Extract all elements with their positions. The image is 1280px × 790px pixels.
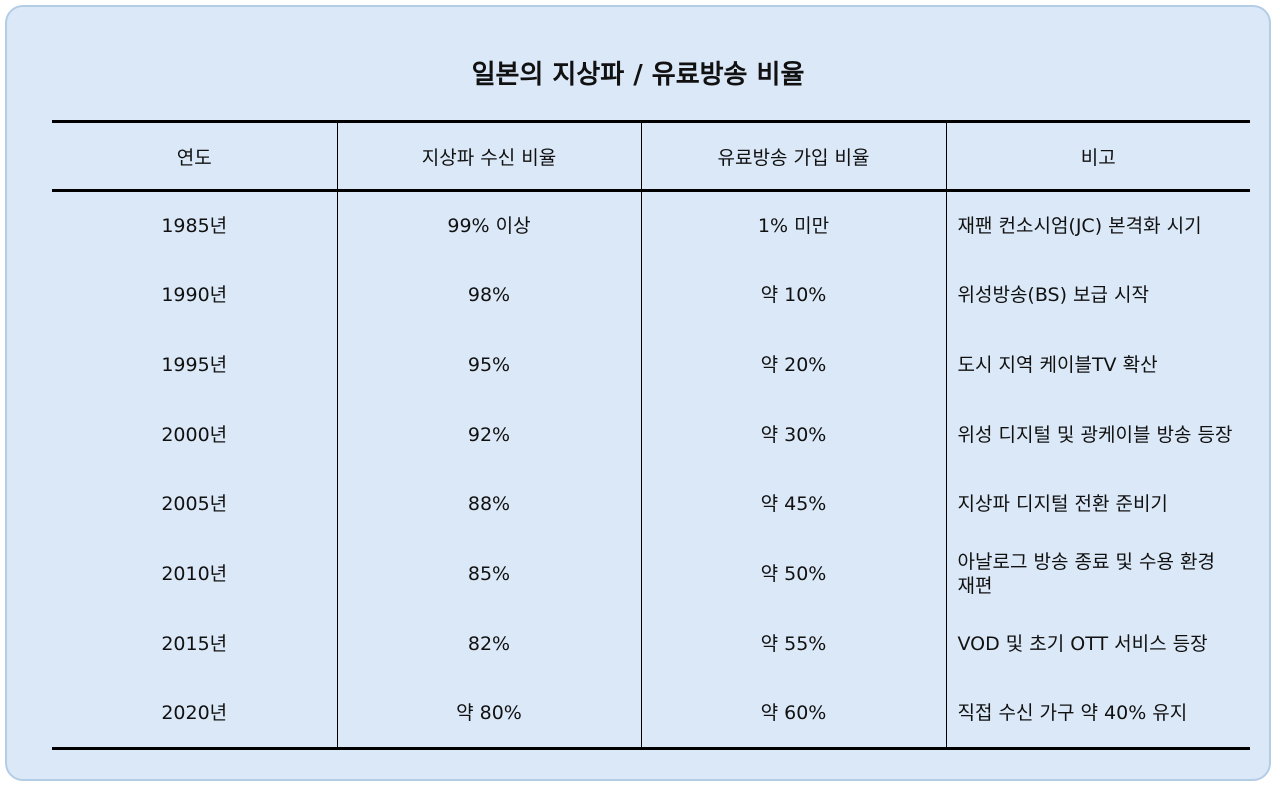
table-row: 2020년 약 80% 약 60% 직접 수신 가구 약 40% 유지 — [52, 678, 1250, 750]
cell-year: 2000년 — [161, 423, 228, 446]
cell-paytv: 약 10% — [640, 260, 946, 330]
cell-year: 1995년 — [161, 353, 228, 376]
cell-note: 위성 디지털 및 광케이블 방송 등장 — [945, 399, 1250, 470]
table-title: 일본의 지상파 / 유료방송 비율 — [471, 60, 805, 90]
data-table: 연도 지상파 수신 비율 유료방송 가입 비율 비고 1985년 99% 이상 … — [52, 120, 1250, 750]
cell-paytv: 약 50% — [640, 539, 946, 609]
cell-terrestrial: 85% — [336, 539, 641, 609]
cell-terrestrial: 88% — [336, 469, 641, 540]
header-terrestrial-ratio: 지상파 수신 비율 — [336, 120, 641, 192]
table-row: 1985년 99% 이상 1% 미만 재팬 컨소시엄(JC) 본격화 시기 — [52, 190, 1250, 261]
cell-paytv: 약 45% — [640, 469, 946, 540]
table-row: 2010년 85% 약 50% 아날로그 방송 종료 및 수용 환경 재편 — [52, 539, 1250, 609]
cell-paytv: 약 30% — [640, 399, 946, 470]
cell-note: 위성방송(BS) 보급 시작 — [945, 260, 1250, 330]
table-row: 1990년 98% 약 10% 위성방송(BS) 보급 시작 — [52, 260, 1250, 330]
cell-year: 1990년 — [161, 284, 228, 307]
header-note: 비고 — [945, 120, 1250, 192]
header-paytv-ratio: 유료방송 가입 비율 — [640, 120, 946, 192]
cell-paytv: 약 60% — [640, 678, 946, 750]
cell-paytv: 1% 미만 — [640, 190, 946, 261]
cell-year: 2010년 — [161, 563, 228, 586]
cell-year: 2015년 — [161, 632, 228, 655]
table-row: 1995년 95% 약 20% 도시 지역 케이블TV 확산 — [52, 330, 1250, 400]
cell-year: 2005년 — [161, 493, 228, 516]
cell-note: 재팬 컨소시엄(JC) 본격화 시기 — [945, 190, 1250, 261]
cell-note: 직접 수신 가구 약 40% 유지 — [945, 678, 1250, 750]
cell-terrestrial: 약 80% — [336, 678, 641, 750]
cell-terrestrial: 92% — [336, 399, 641, 470]
table-row: 2005년 88% 약 45% 지상파 디지털 전환 준비기 — [52, 469, 1250, 540]
cell-terrestrial: 98% — [336, 260, 641, 330]
document-panel: 일본의 지상파 / 유료방송 비율 연도 지상파 수신 비율 유료방송 가입 비… — [5, 5, 1271, 781]
header-year: 연도 — [52, 120, 337, 192]
cell-note: VOD 및 초기 OTT 서비스 등장 — [945, 609, 1250, 679]
cell-terrestrial: 99% 이상 — [336, 190, 641, 261]
cell-terrestrial: 95% — [336, 330, 641, 400]
table-row: 2015년 82% 약 55% VOD 및 초기 OTT 서비스 등장 — [52, 609, 1250, 679]
cell-note: 도시 지역 케이블TV 확산 — [945, 330, 1250, 400]
cell-note: 지상파 디지털 전환 준비기 — [945, 469, 1250, 540]
table-row: 2000년 92% 약 30% 위성 디지털 및 광케이블 방송 등장 — [52, 399, 1250, 470]
cell-year: 1985년 — [161, 215, 228, 238]
table-header-row: 연도 지상파 수신 비율 유료방송 가입 비율 비고 — [52, 120, 1250, 192]
cell-paytv: 약 20% — [640, 330, 946, 400]
cell-year: 2020년 — [52, 678, 337, 750]
cell-note: 아날로그 방송 종료 및 수용 환경 재편 — [945, 539, 1250, 609]
cell-paytv: 약 55% — [640, 609, 946, 679]
cell-terrestrial: 82% — [336, 609, 641, 679]
